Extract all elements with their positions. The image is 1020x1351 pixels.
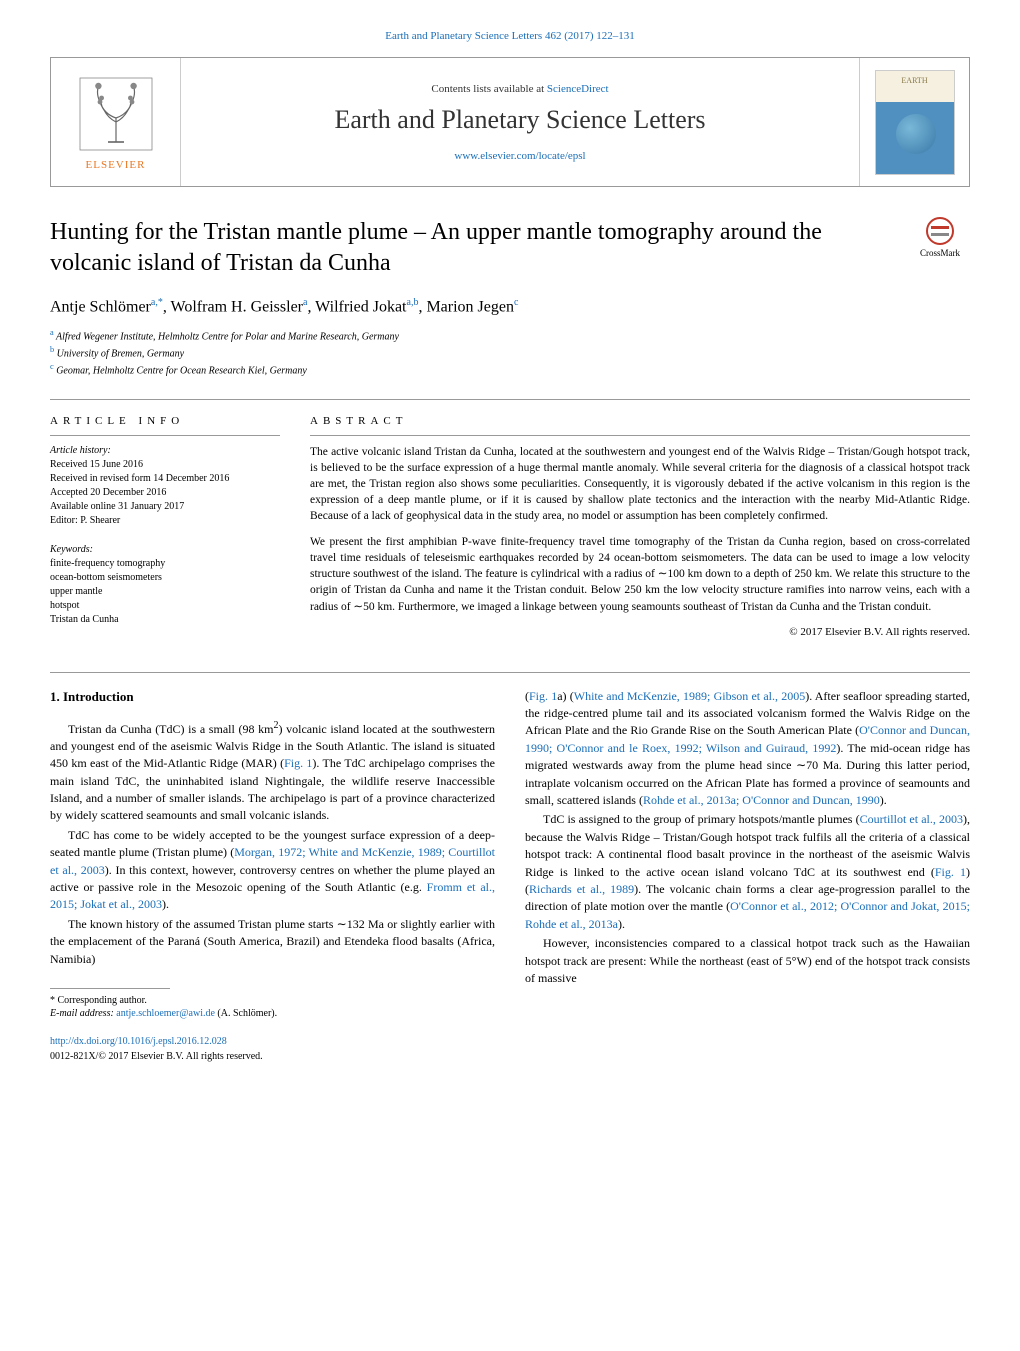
corr-label: * Corresponding author. xyxy=(50,994,495,1007)
keywords-label: Keywords: xyxy=(50,543,280,557)
aff-c: Geomar, Helmholtz Centre for Ocean Resea… xyxy=(54,366,307,377)
publisher-logo[interactable]: ELSEVIER xyxy=(51,58,181,186)
article-history: Article history: Received 15 June 2016 R… xyxy=(50,444,280,528)
divider xyxy=(50,399,970,400)
footnote-divider xyxy=(50,988,170,989)
email-label: E-mail address: xyxy=(50,1008,116,1019)
body-columns: 1. Introduction Tristan da Cunha (TdC) i… xyxy=(50,688,970,1064)
body-divider xyxy=(50,672,970,673)
contents-line: Contents lists available at ScienceDirec… xyxy=(191,83,849,95)
globe-icon xyxy=(896,114,936,154)
abstract-heading: abstract xyxy=(310,415,970,427)
contents-prefix: Contents lists available at xyxy=(431,83,546,95)
history-label: Article history: xyxy=(50,444,280,458)
citation-link-7[interactable]: Richards et al., 1989 xyxy=(529,882,634,896)
aff-b: University of Bremen, Germany xyxy=(54,348,184,359)
revised-date: Received in revised form 14 December 201… xyxy=(50,472,280,486)
right-column: (Fig. 1a) (White and McKenzie, 1989; Gib… xyxy=(525,688,970,1064)
abstract-p1: The active volcanic island Tristan da Cu… xyxy=(310,444,970,524)
keyword-1: finite-frequency tomography xyxy=(50,557,280,571)
publisher-name: ELSEVIER xyxy=(86,159,146,171)
crossmark-icon xyxy=(926,217,954,245)
keyword-4: hotspot xyxy=(50,599,280,613)
keyword-3: upper mantle xyxy=(50,585,280,599)
citation-link-6[interactable]: Courtillot et al., 2003 xyxy=(860,812,963,826)
affiliations: a Alfred Wegener Institute, Helmholtz Ce… xyxy=(50,327,970,379)
fig1-link-2[interactable]: Fig. 1 xyxy=(935,865,966,879)
abstract-text: The active volcanic island Tristan da Cu… xyxy=(310,444,970,640)
journal-cover-image: EARTH xyxy=(875,70,955,175)
rp1-e: ). xyxy=(880,793,887,807)
fig1-link[interactable]: Fig. 1 xyxy=(284,756,312,770)
journal-name: Earth and Planetary Science Letters xyxy=(191,105,849,135)
author-2[interactable]: , Wolfram H. Geissler xyxy=(163,299,303,316)
author-1-sup: a,* xyxy=(151,297,163,308)
intro-p2: TdC has come to be widely accepted to be… xyxy=(50,827,495,914)
rp2-a: TdC is assigned to the group of primary … xyxy=(543,812,860,826)
doi-block: http://dx.doi.org/10.1016/j.epsl.2016.12… xyxy=(50,1035,495,1064)
online-date: Available online 31 January 2017 xyxy=(50,500,280,514)
cover-text: EARTH xyxy=(901,76,927,85)
citation-link-3[interactable]: White and McKenzie, 1989; Gibson et al.,… xyxy=(574,689,805,703)
right-p1: (Fig. 1a) (White and McKenzie, 1989; Gib… xyxy=(525,688,970,810)
citation-line[interactable]: Earth and Planetary Science Letters 462 … xyxy=(50,30,970,42)
citation-link-5[interactable]: Rohde et al., 2013a; O'Connor and Duncan… xyxy=(643,793,880,807)
right-p3: However, inconsistencies compared to a c… xyxy=(525,935,970,987)
author-1[interactable]: Antje Schlömer xyxy=(50,299,151,316)
doi-link[interactable]: http://dx.doi.org/10.1016/j.epsl.2016.12… xyxy=(50,1035,495,1050)
rp1-b: a) ( xyxy=(557,689,574,703)
keyword-5: Tristan da Cunha xyxy=(50,613,280,627)
email-link[interactable]: antje.schloemer@awi.de xyxy=(116,1008,215,1019)
email-suffix: (A. Schlömer). xyxy=(215,1008,277,1019)
sciencedirect-link[interactable]: ScienceDirect xyxy=(547,83,609,95)
intro-p3: The known history of the assumed Tristan… xyxy=(50,916,495,968)
article-info-heading: article info xyxy=(50,415,280,427)
journal-header: ELSEVIER Contents lists available at Sci… xyxy=(50,57,970,187)
header-center: Contents lists available at ScienceDirec… xyxy=(181,73,859,172)
p1-text-a: Tristan da Cunha (TdC) is a small (98 km xyxy=(68,722,273,736)
author-4[interactable]: , Marion Jegen xyxy=(418,299,514,316)
section-heading-intro: 1. Introduction xyxy=(50,688,495,707)
abstract-p2: We present the first amphibian P-wave fi… xyxy=(310,534,970,614)
article-title: Hunting for the Tristan mantle plume – A… xyxy=(50,217,890,279)
authors-line: Antje Schlömera,*, Wolfram H. Geissler a,… xyxy=(50,297,970,316)
article-info-column: article info Article history: Received 1… xyxy=(50,415,280,642)
author-3[interactable]: , Wilfried Jokat xyxy=(307,299,406,316)
right-p2: TdC is assigned to the group of primary … xyxy=(525,811,970,933)
aff-a: Alfred Wegener Institute, Helmholtz Cent… xyxy=(54,331,399,342)
editor-name: Editor: P. Shearer xyxy=(50,514,280,528)
author-3-sup: a,b xyxy=(407,297,419,308)
rp2-e: ). xyxy=(618,917,625,931)
copyright-line: © 2017 Elsevier B.V. All rights reserved… xyxy=(310,625,970,640)
journal-cover[interactable]: EARTH xyxy=(859,58,969,186)
left-column: 1. Introduction Tristan da Cunha (TdC) i… xyxy=(50,688,495,1064)
keywords-block: Keywords: finite-frequency tomography oc… xyxy=(50,543,280,627)
elsevier-tree-icon xyxy=(76,74,156,154)
received-date: Received 15 June 2016 xyxy=(50,458,280,472)
corresponding-author-footnote: * Corresponding author. E-mail address: … xyxy=(50,994,495,1020)
accepted-date: Accepted 20 December 2016 xyxy=(50,486,280,500)
keyword-2: ocean-bottom seismometers xyxy=(50,571,280,585)
abstract-column: abstract The active volcanic island Tris… xyxy=(310,415,970,642)
p2-text-c: ). xyxy=(162,897,169,911)
fig1a-link[interactable]: Fig. 1 xyxy=(529,689,557,703)
crossmark-label: CrossMark xyxy=(920,248,960,258)
issn-line: 0012-821X/© 2017 Elsevier B.V. All right… xyxy=(50,1050,495,1065)
journal-url[interactable]: www.elsevier.com/locate/epsl xyxy=(191,150,849,162)
intro-p1: Tristan da Cunha (TdC) is a small (98 km… xyxy=(50,719,495,825)
abstract-divider xyxy=(310,435,970,436)
crossmark-badge[interactable]: CrossMark xyxy=(910,217,970,258)
author-4-sup: c xyxy=(514,297,518,308)
info-divider xyxy=(50,435,280,436)
